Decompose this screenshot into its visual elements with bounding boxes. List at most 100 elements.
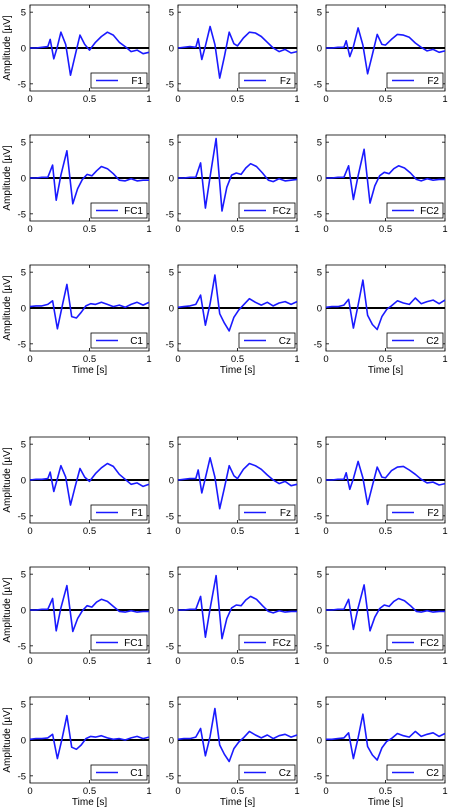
y-tick-label: 5	[169, 440, 174, 451]
y-tick-label: 5	[169, 8, 174, 19]
series-line-cz	[177, 707, 298, 763]
x-tick-label: 1	[146, 94, 151, 105]
y-tick-label: 0	[21, 304, 26, 315]
y-axis-label: Amplitude [µV]	[2, 447, 13, 512]
x-tick-label: 0.5	[379, 526, 392, 537]
y-tick-label: -5	[314, 511, 322, 522]
x-tick-label: 0.5	[379, 354, 392, 365]
y-tick-label: -5	[314, 339, 322, 350]
x-axis-label: Time [s]	[72, 365, 107, 376]
legend-label: F1	[131, 76, 143, 87]
y-axis-label: Amplitude [µV]	[2, 275, 13, 340]
legend-box	[238, 764, 296, 781]
x-tick-label: 0	[323, 656, 328, 667]
series-line-f1	[29, 462, 150, 506]
y-tick-label: 5	[317, 8, 322, 19]
y-tick-label: 0	[21, 606, 26, 617]
x-tick-label: 0.5	[379, 656, 392, 667]
y-tick-label: 0	[21, 44, 26, 55]
legend-label: C2	[426, 768, 439, 779]
legend-label: C2	[426, 336, 439, 347]
series-line-fcz	[178, 574, 297, 640]
series-line-fc2	[326, 584, 445, 632]
series-line-c1	[29, 283, 150, 330]
x-axis-label: Time [s]	[220, 797, 255, 808]
y-tick-label: -5	[166, 339, 174, 350]
y-tick-label: 0	[317, 304, 322, 315]
x-tick-label: 0.5	[231, 224, 244, 235]
y-tick-label: -5	[18, 511, 26, 522]
x-tick-label: 0	[27, 224, 32, 235]
y-tick-label: 0	[317, 606, 322, 617]
y-tick-label: 0	[169, 174, 174, 185]
legend-box	[90, 764, 148, 781]
x-tick-label: 1	[442, 224, 447, 235]
y-tick-label: 5	[169, 138, 174, 149]
y-tick-label: 0	[169, 304, 174, 315]
y-tick-label: 5	[169, 700, 174, 711]
legend-box	[238, 72, 296, 89]
y-tick-label: 0	[169, 476, 174, 487]
x-tick-label: 1	[442, 94, 447, 105]
x-tick-label: 1	[294, 354, 299, 365]
y-tick-label: -5	[314, 641, 322, 652]
legend-box	[386, 764, 444, 781]
legend-label: FC1	[124, 638, 143, 649]
legend-box	[90, 332, 148, 349]
x-tick-label: 0.5	[83, 656, 96, 667]
legend-box	[386, 634, 444, 651]
y-tick-label: 5	[21, 268, 26, 279]
y-tick-label: 5	[317, 440, 322, 451]
y-tick-label: -5	[314, 771, 322, 782]
series-line-cz	[177, 274, 298, 332]
y-tick-label: 5	[317, 570, 322, 581]
y-tick-label: 0	[21, 476, 26, 487]
x-tick-label: 0.5	[231, 786, 244, 797]
y-tick-label: -5	[314, 209, 322, 220]
x-tick-label: 1	[442, 786, 447, 797]
series-line-fz	[177, 457, 298, 510]
y-tick-label: 0	[21, 736, 26, 747]
legend-label: F2	[427, 508, 439, 519]
y-tick-label: -5	[166, 771, 174, 782]
y-tick-label: -5	[18, 771, 26, 782]
legend-box	[238, 504, 296, 521]
legend-label: FC1	[124, 206, 143, 217]
series-line-fcz	[178, 137, 298, 212]
x-tick-label: 0	[323, 94, 328, 105]
y-tick-label: 5	[21, 570, 26, 581]
legend-label: FCz	[273, 206, 291, 217]
legend-label: Cz	[279, 336, 291, 347]
y-tick-label: -5	[314, 79, 322, 90]
x-tick-label: 0.5	[231, 354, 244, 365]
x-tick-label: 0.5	[83, 94, 96, 105]
y-tick-label: 5	[21, 138, 26, 149]
y-tick-label: -5	[166, 79, 174, 90]
series-line-c2	[325, 279, 446, 331]
y-tick-label: 0	[21, 174, 26, 185]
y-axis-label: Amplitude [µV]	[2, 577, 13, 642]
legend-box	[386, 504, 444, 521]
x-tick-label: 0	[27, 786, 32, 797]
legend-box	[386, 72, 444, 89]
x-tick-label: 0	[27, 526, 32, 537]
y-tick-label: -5	[18, 641, 26, 652]
y-tick-label: 5	[21, 700, 26, 711]
x-tick-label: 1	[146, 224, 151, 235]
x-tick-label: 0.5	[379, 94, 392, 105]
x-axis-label: Time [s]	[72, 797, 107, 808]
x-tick-label: 1	[442, 354, 447, 365]
legend-label: F2	[427, 76, 439, 87]
series-line-fz	[177, 25, 298, 79]
x-tick-label: 0.5	[83, 786, 96, 797]
x-tick-label: 0.5	[231, 526, 244, 537]
y-tick-label: 5	[169, 268, 174, 279]
